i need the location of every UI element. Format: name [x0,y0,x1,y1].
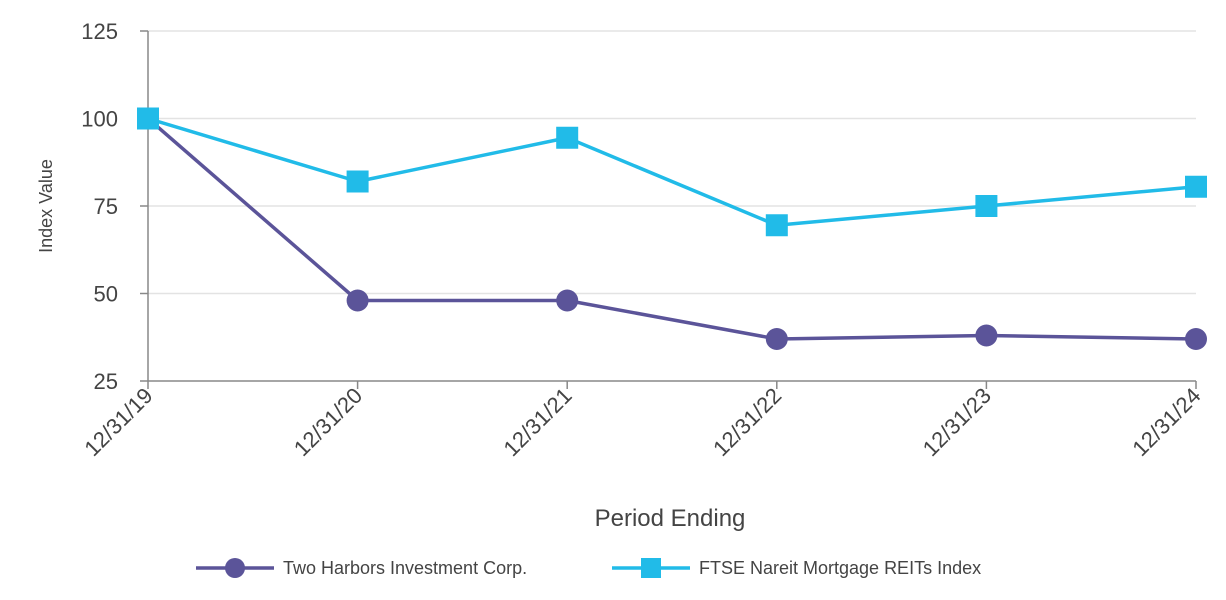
point-s0-3 [765,328,788,350]
x-tick-label-4: 12/31/23 [918,383,996,461]
point-s1-1 [346,170,369,193]
legend-marker-0 [225,558,245,578]
point-s0-2 [556,289,579,312]
series-line-1 [147,116,1197,227]
series-layer [137,107,1207,350]
x-tick-label-0: 12/31/19 [79,383,157,461]
point-s1-2 [556,126,579,149]
legend-marker-1 [641,558,661,578]
point-s0-4 [975,324,998,347]
legend-label-1: FTSE Nareit Mortgage REITs Index [699,558,981,578]
y-tick-label-75: 75 [94,194,118,219]
grid-layer [148,30,1196,295]
y-tick-label-25: 25 [94,369,118,394]
point-s1-5 [1185,175,1207,198]
series-line-0 [146,117,1197,341]
point-s1-4 [975,195,998,217]
legend: Two Harbors Investment Corp. FTSE Nareit … [196,558,981,578]
x-tick-label-3: 12/31/22 [708,383,786,461]
y-tick-label-100: 100 [81,107,118,132]
point-s1-0 [137,107,159,130]
x-axis-label: Period Ending [595,505,746,532]
x-tick-label-5: 12/31/24 [1127,383,1205,461]
point-s0-1 [346,289,369,312]
axis-layer: 25 50 75 100 125 12/31/19 12/31/20 12/31/21 12/3… [79,19,1205,461]
point-s0-5 [1185,328,1207,350]
y-axis-label: Index Value [36,159,56,253]
legend-label-0: Two Harbors Investment Corp. [283,558,527,578]
x-tick-label-2: 12/31/21 [499,383,577,461]
y-tick-label-50: 50 [94,282,118,307]
y-tick-label-125: 125 [81,19,118,44]
x-tick-label-1: 12/31/20 [289,383,367,461]
point-s1-3 [765,214,788,237]
